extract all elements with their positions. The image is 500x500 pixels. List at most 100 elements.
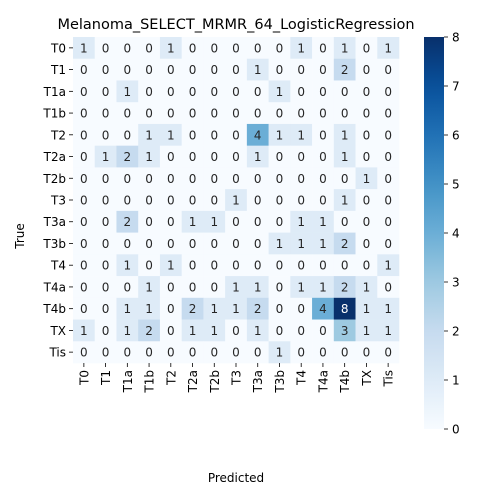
x-tick-labels: T0 T1 T1a T1b T2 T2a T2b T3 T3a T3b T4 T4a T4b TX Tis bbox=[77, 363, 396, 394]
heatmap-cell bbox=[246, 210, 269, 233]
heatmap-cell bbox=[333, 319, 356, 342]
cell-value-label: 0 bbox=[297, 302, 305, 316]
heatmap-cell bbox=[181, 232, 204, 255]
cell-value-label: 0 bbox=[384, 346, 392, 360]
colorbar-ticks: 0 1 2 3 4 5 6 7 8 bbox=[444, 31, 460, 437]
heatmap-cell bbox=[159, 189, 182, 212]
heatmap-cell bbox=[333, 123, 356, 146]
heatmap-cell bbox=[203, 58, 226, 81]
cell-value-label: 3 bbox=[341, 324, 349, 338]
chart-title: Melanoma_SELECT_MRMR_64_LogisticRegressi… bbox=[57, 17, 414, 33]
heatmap-cell bbox=[333, 80, 356, 103]
heatmap-cell bbox=[268, 341, 291, 364]
cell-value-label: 1 bbox=[232, 302, 240, 316]
cell-value-label: 0 bbox=[319, 172, 327, 186]
heatmap-cell bbox=[181, 145, 204, 168]
heatmap-cell bbox=[225, 297, 248, 320]
cell-value-label: 0 bbox=[254, 41, 262, 55]
cell-value-label: 1 bbox=[167, 259, 175, 273]
heatmap-cell bbox=[312, 102, 335, 125]
cell-value-label: 1 bbox=[341, 194, 349, 208]
cell-value-label: 0 bbox=[319, 128, 327, 142]
cell-value-label: 2 bbox=[124, 150, 132, 164]
heatmap-cell bbox=[312, 123, 335, 146]
heatmap-cell bbox=[268, 167, 291, 190]
heatmap-cell bbox=[94, 276, 117, 299]
x-tick-label: T4a bbox=[316, 370, 330, 393]
heatmap-cell bbox=[73, 145, 96, 168]
heatmap-cell bbox=[355, 58, 378, 81]
heatmap-cell bbox=[268, 297, 291, 320]
heatmap-cell bbox=[290, 232, 313, 255]
cell-value-label: 0 bbox=[210, 346, 218, 360]
cell-value-label: 0 bbox=[124, 280, 132, 294]
cell-value-label: 1 bbox=[254, 324, 262, 338]
heatmap-cell bbox=[290, 123, 313, 146]
cell-value-label: 0 bbox=[276, 215, 284, 229]
cell-value-label: 0 bbox=[254, 194, 262, 208]
cell-value-label: 0 bbox=[363, 259, 371, 273]
heatmap-cell bbox=[138, 232, 161, 255]
heatmap-cell bbox=[312, 254, 335, 277]
cell-value-label: 0 bbox=[341, 172, 349, 186]
cell-value-label: 0 bbox=[124, 41, 132, 55]
cell-value-label: 0 bbox=[276, 302, 284, 316]
heatmap-cell bbox=[333, 297, 356, 320]
cell-value-label: 0 bbox=[210, 107, 218, 121]
heatmap-cell bbox=[225, 232, 248, 255]
cell-value-label: 0 bbox=[232, 172, 240, 186]
cell-value-label: 0 bbox=[341, 107, 349, 121]
heatmap-cell bbox=[377, 319, 400, 342]
cell-value-label: 0 bbox=[102, 107, 110, 121]
x-tick-label: T3b bbox=[273, 370, 287, 394]
cell-value-label: 2 bbox=[254, 302, 262, 316]
cell-value-label: 0 bbox=[189, 237, 197, 251]
heatmap-cell bbox=[203, 37, 226, 60]
y-tick-label: T2a bbox=[43, 150, 66, 164]
colorbar-tick-label: 3 bbox=[452, 276, 460, 290]
cell-value-label: 1 bbox=[124, 85, 132, 99]
cell-value-label: 1 bbox=[210, 324, 218, 338]
heatmap-cell bbox=[203, 276, 226, 299]
cell-value-label: 0 bbox=[189, 150, 197, 164]
heatmap-cell bbox=[355, 189, 378, 212]
cell-value-label: 0 bbox=[102, 63, 110, 77]
cell-value-label: 1 bbox=[319, 280, 327, 294]
cell-value-label: 0 bbox=[254, 259, 262, 273]
heatmap-cell bbox=[268, 254, 291, 277]
y-tick-label: T0 bbox=[50, 41, 66, 55]
cell-value-label: 0 bbox=[384, 150, 392, 164]
cell-value-label: 0 bbox=[80, 150, 88, 164]
cell-value-label: 0 bbox=[189, 41, 197, 55]
cell-value-label: 0 bbox=[145, 172, 153, 186]
cell-value-label: 0 bbox=[102, 128, 110, 142]
cell-value-label: 0 bbox=[80, 63, 88, 77]
x-tick-label: T2b bbox=[208, 370, 222, 394]
heatmap-cell bbox=[377, 254, 400, 277]
heatmap-cell bbox=[94, 189, 117, 212]
cell-value-label: 0 bbox=[363, 63, 371, 77]
cell-value-label: 1 bbox=[276, 346, 284, 360]
heatmap-cell bbox=[312, 232, 335, 255]
y-tick-labels: T0 T1 T1a T1b T2 T2a T2b T3 T3a T3b T4 T4a T4b TX Tis bbox=[42, 41, 73, 360]
cell-value-label: 4 bbox=[319, 302, 327, 316]
heatmap-cell bbox=[159, 232, 182, 255]
cell-value-label: 0 bbox=[319, 259, 327, 273]
heatmap-cell bbox=[159, 297, 182, 320]
cell-value-label: 1 bbox=[254, 280, 262, 294]
cell-value-label: 0 bbox=[80, 194, 88, 208]
x-tick-label: T3a bbox=[251, 370, 265, 393]
x-tick-label: T1 bbox=[99, 370, 113, 386]
cell-value-label: 1 bbox=[384, 41, 392, 55]
cell-value-label: 0 bbox=[210, 63, 218, 77]
y-tick-label: TX bbox=[49, 324, 66, 338]
colorbar-tick-label: 0 bbox=[452, 423, 460, 437]
x-tick-label: T3 bbox=[230, 370, 244, 386]
x-tick-label: T1b bbox=[143, 370, 157, 394]
cell-value-label: 0 bbox=[232, 324, 240, 338]
heatmap-cell bbox=[116, 80, 139, 103]
cell-value-label: 0 bbox=[167, 302, 175, 316]
cell-value-label: 1 bbox=[80, 41, 88, 55]
heatmap-cell bbox=[225, 189, 248, 212]
